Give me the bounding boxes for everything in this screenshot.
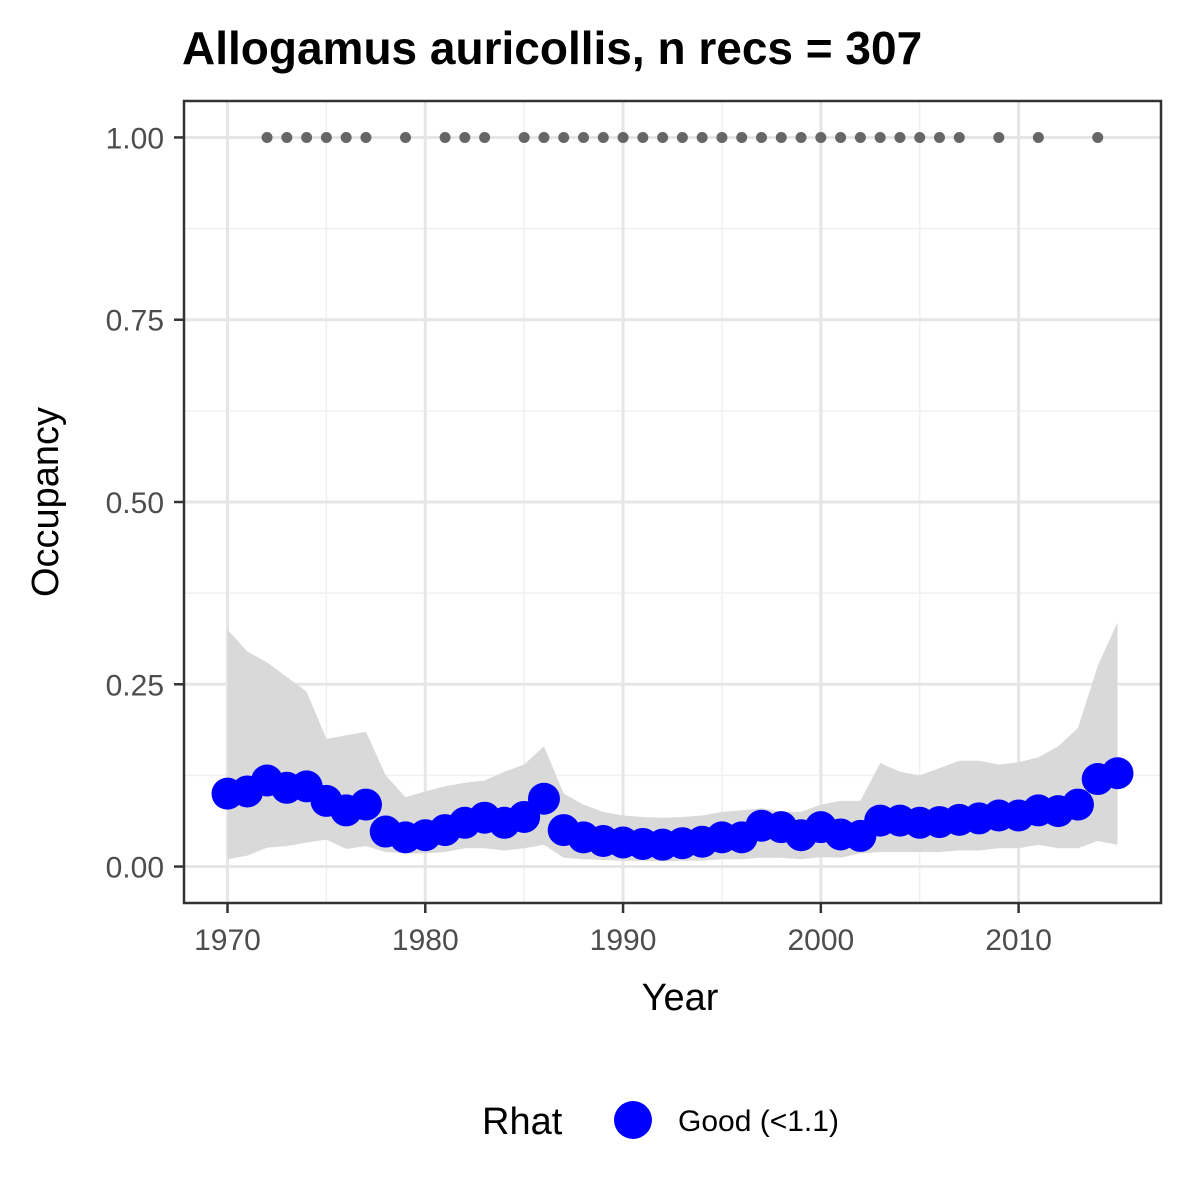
record-point: [914, 131, 926, 143]
record-point: [953, 131, 965, 143]
record-point: [479, 131, 491, 143]
record-point: [261, 131, 273, 143]
record-point: [755, 131, 767, 143]
x-tick-label: 2010: [985, 924, 1052, 957]
record-point: [696, 131, 708, 143]
legend-key-good: [614, 1101, 652, 1139]
record-point: [775, 131, 787, 143]
x-tick-label: 2000: [787, 924, 854, 957]
record-point: [716, 131, 728, 143]
record-points-layer: [261, 131, 1104, 143]
record-point: [400, 131, 412, 143]
confidence-ribbon: [227, 622, 1118, 862]
record-point: [657, 131, 669, 143]
record-point: [676, 131, 688, 143]
y-tick-label: 0.75: [106, 305, 164, 338]
record-point: [993, 131, 1005, 143]
record-point: [459, 131, 471, 143]
x-tick-label: 1980: [392, 924, 459, 957]
chart-title: Allogamus auricollis, n recs = 307: [182, 22, 922, 74]
legend: Rhat Good (<1.1): [482, 1101, 839, 1143]
record-point: [518, 131, 530, 143]
legend-label-good: Good (<1.1): [678, 1105, 839, 1138]
y-tick-label: 0.50: [106, 487, 164, 520]
record-point: [854, 131, 866, 143]
record-point: [1032, 131, 1044, 143]
record-point: [835, 131, 847, 143]
y-axis: 0.00 0.25 0.50 0.75 1.00: [106, 122, 184, 885]
record-point: [894, 131, 906, 143]
occupancy-point: [349, 788, 382, 821]
y-tick-label: 1.00: [106, 122, 164, 155]
record-point: [538, 131, 550, 143]
record-point: [1092, 131, 1104, 143]
record-point: [597, 131, 609, 143]
y-tick-label: 0.25: [106, 669, 164, 702]
y-axis-title: Occupancy: [25, 407, 67, 597]
record-point: [340, 131, 352, 143]
record-point: [360, 131, 372, 143]
x-tick-label: 1990: [590, 924, 657, 957]
y-tick-label: 0.00: [106, 852, 164, 885]
record-point: [637, 131, 649, 143]
record-point: [301, 131, 313, 143]
record-point: [578, 131, 590, 143]
record-point: [874, 131, 886, 143]
legend-title: Rhat: [482, 1101, 563, 1143]
occupancy-point: [527, 782, 560, 815]
occupancy-points-layer: [211, 757, 1134, 861]
record-point: [439, 131, 451, 143]
record-point: [558, 131, 570, 143]
record-point: [933, 131, 945, 143]
record-point: [736, 131, 748, 143]
confidence-ribbon-layer: [227, 622, 1118, 862]
record-point: [617, 131, 629, 143]
x-axis-title: Year: [642, 977, 719, 1019]
record-point: [320, 131, 332, 143]
occupancy-point: [1061, 788, 1094, 821]
record-point: [795, 131, 807, 143]
occupancy-point: [1101, 757, 1134, 790]
x-tick-label: 1970: [194, 924, 261, 957]
record-point: [815, 131, 827, 143]
record-point: [281, 131, 293, 143]
x-axis: 1970 1980 1990 2000 2010: [194, 903, 1052, 957]
